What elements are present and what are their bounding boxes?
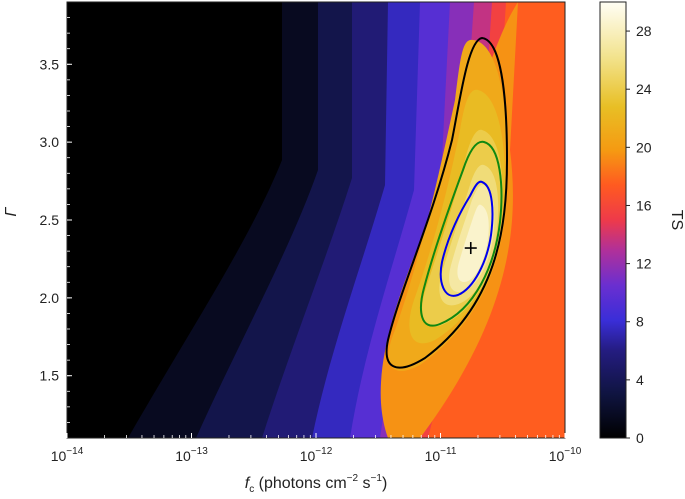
y-tick-label-2: 2.0 bbox=[40, 290, 60, 306]
x-tick-label-2: 10−13 bbox=[175, 446, 208, 464]
y-tick-label-3: 2.5 bbox=[40, 212, 60, 228]
y-tick-label-5: 3.5 bbox=[40, 56, 60, 72]
colorbar-ticks: 0 4 8 12 16 20 24 28 bbox=[626, 23, 652, 446]
ts-contours bbox=[385, 36, 509, 369]
x-tick-label-1: 10−14 bbox=[51, 446, 84, 464]
x-tick-label-5: 10−10 bbox=[549, 446, 582, 464]
colorbar bbox=[599, 1, 627, 439]
x-axis-label: fc (photons cm−2 s−1) bbox=[245, 473, 388, 495]
colorbar-tick-label-8: 28 bbox=[636, 23, 652, 39]
x-tick-label-3: 10−12 bbox=[300, 446, 333, 464]
contour-1 bbox=[439, 180, 494, 297]
ts-band-16 bbox=[457, 204, 489, 282]
plot-area bbox=[67, 2, 565, 438]
y-axis-label: Γ bbox=[3, 207, 20, 217]
y-tick-label-4: 3.0 bbox=[40, 134, 60, 150]
colorbar-tick-label-5: 16 bbox=[636, 197, 652, 213]
y-axis: 1.5 2.0 2.5 3.0 3.5 bbox=[40, 17, 72, 423]
colorbar-tick-label-4: 12 bbox=[636, 256, 652, 272]
y-tick-label-1: 1.5 bbox=[40, 368, 60, 384]
x-tick-label-4: 10−11 bbox=[425, 446, 457, 464]
best-fit-marker bbox=[464, 242, 477, 255]
colorbar-tick-label-6: 20 bbox=[636, 139, 652, 155]
colorbar-tick-label-1: 0 bbox=[636, 430, 644, 446]
contour-2 bbox=[420, 140, 503, 327]
colorbar-tick-label-3: 8 bbox=[636, 314, 644, 330]
contour-3 bbox=[385, 36, 509, 369]
colorbar-tick-label-2: 4 bbox=[636, 372, 644, 388]
colorbar-tick-label-7: 24 bbox=[636, 81, 652, 97]
x-axis: 10−14 10−13 10−12 10−11 10−10 bbox=[51, 433, 582, 464]
colorbar-label: TS bbox=[668, 210, 685, 230]
